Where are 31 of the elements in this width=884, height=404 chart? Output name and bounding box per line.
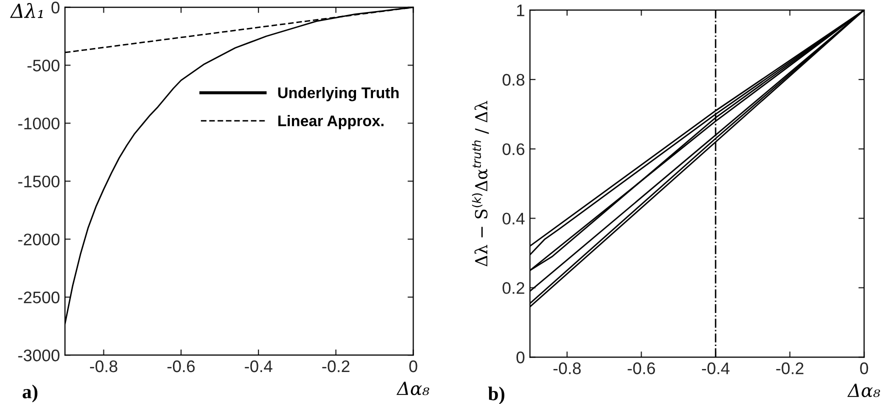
y-axis-title: Δλ₁	[10, 2, 43, 18]
x-tick-label: -0.2	[776, 362, 804, 374]
x-tick-label: 0	[409, 360, 418, 372]
y-tick-label: 0.4	[502, 212, 525, 225]
x-tick-label: -0.4	[244, 360, 272, 372]
y-tick-label: 0.8	[502, 74, 524, 86]
x-tick-label: -0.8	[553, 362, 581, 374]
y-tick-label: -3000	[18, 350, 60, 362]
y-tick-label: 0	[51, 2, 60, 14]
y-tick-label: 0	[516, 352, 524, 364]
y-tick-label: -2000	[18, 234, 60, 246]
x-tick-label: 0	[860, 362, 868, 374]
x-tick-label: -0.4	[702, 362, 730, 374]
legend-label: Linear Approx.	[278, 115, 384, 130]
x-tick-label: -0.6	[167, 360, 195, 372]
y-tick-label: -500	[28, 60, 60, 72]
y-tick-label: -1500	[18, 176, 60, 188]
y-tick-label: -1000	[18, 118, 60, 130]
y-tick-label: 1	[517, 4, 524, 16]
y-tick-label: 0.6	[502, 143, 524, 156]
x-tick-label: -0.8	[90, 360, 118, 372]
legend-label: Underlying Truth	[278, 86, 399, 102]
text: a)	[22, 384, 38, 402]
x-tick-label: -0.6	[628, 362, 655, 374]
y-tick-label: -2500	[18, 292, 60, 304]
y-tick-label: 0.2	[502, 282, 524, 294]
x-tick-label: -0.2	[322, 360, 350, 372]
x-axis-title: Δα₈	[847, 384, 880, 398]
text: b)	[488, 386, 504, 404]
y-axis-title: Δλ − S$^{(k)}$Δα$^{truth}$ / Δλ	[472, 100, 489, 266]
x-axis-title: Δα₈	[396, 382, 430, 396]
